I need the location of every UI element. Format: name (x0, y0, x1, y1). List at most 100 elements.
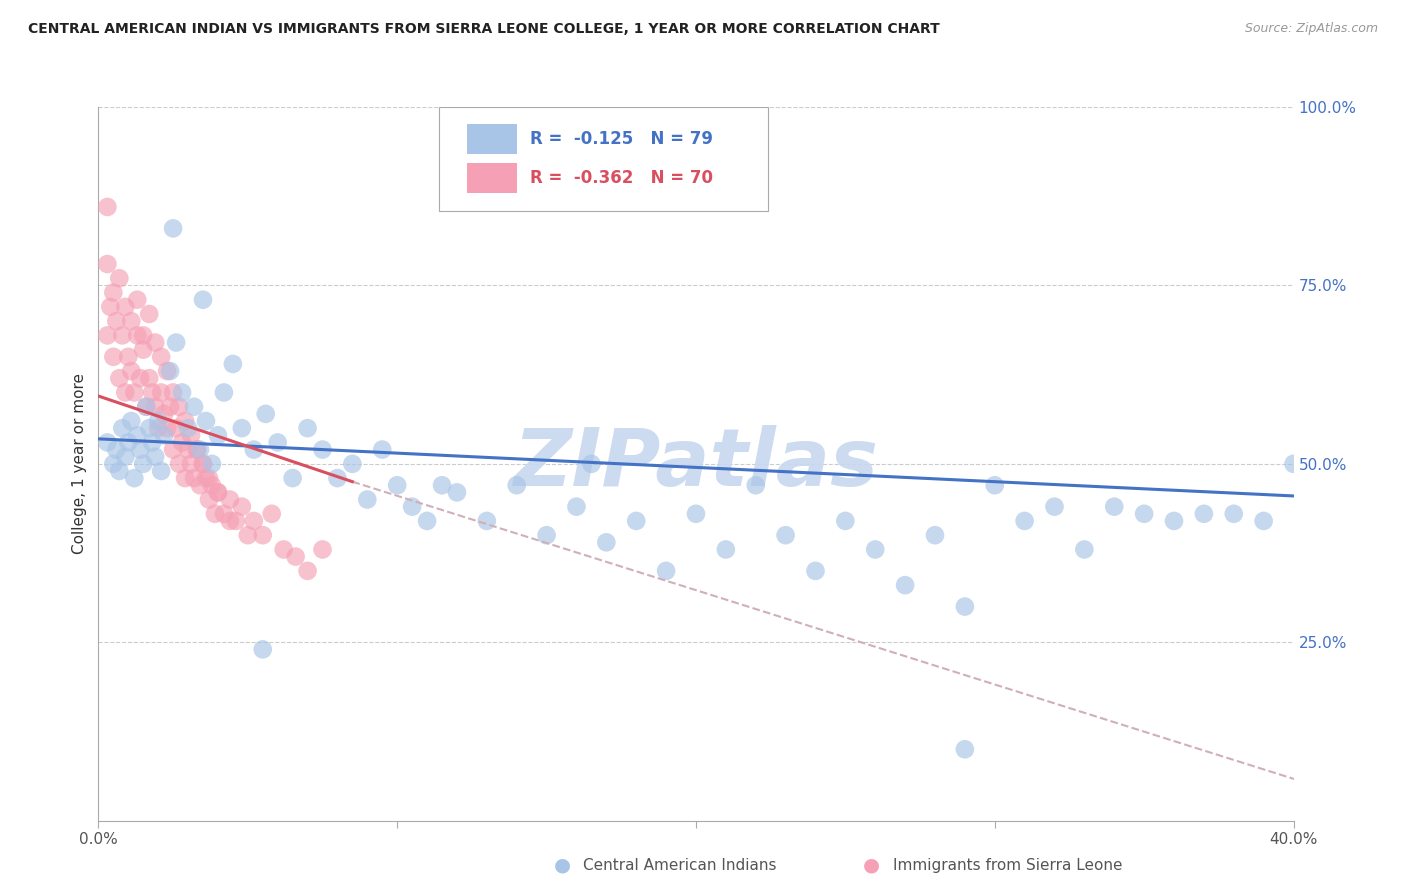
Point (1192, 507, 1215, 521)
Point (174, 471, 197, 485)
Point (114, 450, 136, 464)
Point (207, 485, 229, 500)
Point (143, 450, 166, 464)
Point (172, 385, 194, 400)
Point (177, 421, 200, 435)
Point (194, 471, 218, 485)
Point (165, 335, 187, 350)
Point (177, 442, 200, 457)
Point (1253, 514, 1275, 528)
Point (385, 478, 409, 492)
Point (1104, 500, 1126, 514)
Point (150, 464, 173, 478)
Point (198, 492, 221, 507)
Point (159, 400, 181, 414)
Point (1043, 500, 1066, 514)
Point (834, 514, 856, 528)
Point (153, 428, 176, 442)
Point (219, 492, 242, 507)
Point (162, 442, 184, 457)
Point (108, 271, 131, 285)
Point (117, 350, 139, 364)
Text: Central American Indians: Central American Indians (583, 858, 778, 872)
Point (219, 514, 242, 528)
Point (284, 549, 307, 564)
Point (162, 221, 184, 235)
Point (204, 507, 226, 521)
Point (1133, 507, 1156, 521)
Point (135, 400, 157, 414)
Point (506, 478, 529, 492)
Point (186, 442, 208, 457)
Point (297, 421, 319, 435)
Point (416, 514, 439, 528)
Point (180, 457, 202, 471)
Point (191, 457, 214, 471)
Point (135, 400, 157, 414)
Text: ●: ● (554, 855, 571, 875)
Point (186, 442, 208, 457)
Point (430, 478, 453, 492)
Point (1014, 514, 1036, 528)
Point (252, 528, 274, 542)
Point (98, 300, 122, 314)
Point (446, 485, 468, 500)
Point (127, 428, 149, 442)
Point (212, 507, 235, 521)
Point (536, 528, 558, 542)
Point (231, 500, 253, 514)
Point (156, 421, 179, 435)
Point (191, 457, 214, 471)
Point (120, 314, 142, 328)
Point (103, 457, 125, 471)
Point (96, 257, 118, 271)
Point (103, 350, 125, 364)
Point (281, 471, 304, 485)
Point (775, 528, 797, 542)
Point (326, 471, 349, 485)
Point (267, 435, 290, 450)
Point (207, 428, 229, 442)
Point (124, 385, 146, 400)
Point (129, 371, 152, 385)
Point (188, 478, 211, 492)
Point (371, 442, 394, 457)
Point (150, 385, 173, 400)
Point (655, 564, 678, 578)
Point (129, 442, 152, 457)
Point (114, 385, 136, 400)
Point (201, 457, 224, 471)
Point (165, 421, 187, 435)
Point (132, 328, 155, 343)
Point (804, 564, 827, 578)
Point (188, 442, 211, 457)
FancyBboxPatch shape (439, 107, 768, 211)
Point (120, 364, 142, 378)
Point (96, 200, 118, 214)
Point (103, 285, 125, 300)
Point (183, 400, 205, 414)
Point (273, 542, 295, 557)
Point (159, 364, 181, 378)
Point (983, 478, 1005, 492)
Point (105, 314, 128, 328)
Point (243, 514, 266, 528)
Point (143, 335, 166, 350)
Text: ZIPatlas: ZIPatlas (513, 425, 879, 503)
Point (150, 350, 173, 364)
Point (624, 514, 647, 528)
FancyBboxPatch shape (467, 163, 517, 194)
Point (162, 385, 184, 400)
Text: R =  -0.362   N = 70: R = -0.362 N = 70 (530, 169, 713, 187)
Point (342, 457, 364, 471)
Point (180, 428, 202, 442)
Point (127, 293, 149, 307)
Point (865, 542, 887, 557)
Point (565, 500, 588, 514)
Point (714, 542, 737, 557)
Point (225, 514, 247, 528)
Point (96, 435, 118, 450)
Point (148, 421, 170, 435)
Point (745, 478, 768, 492)
Point (194, 414, 218, 428)
